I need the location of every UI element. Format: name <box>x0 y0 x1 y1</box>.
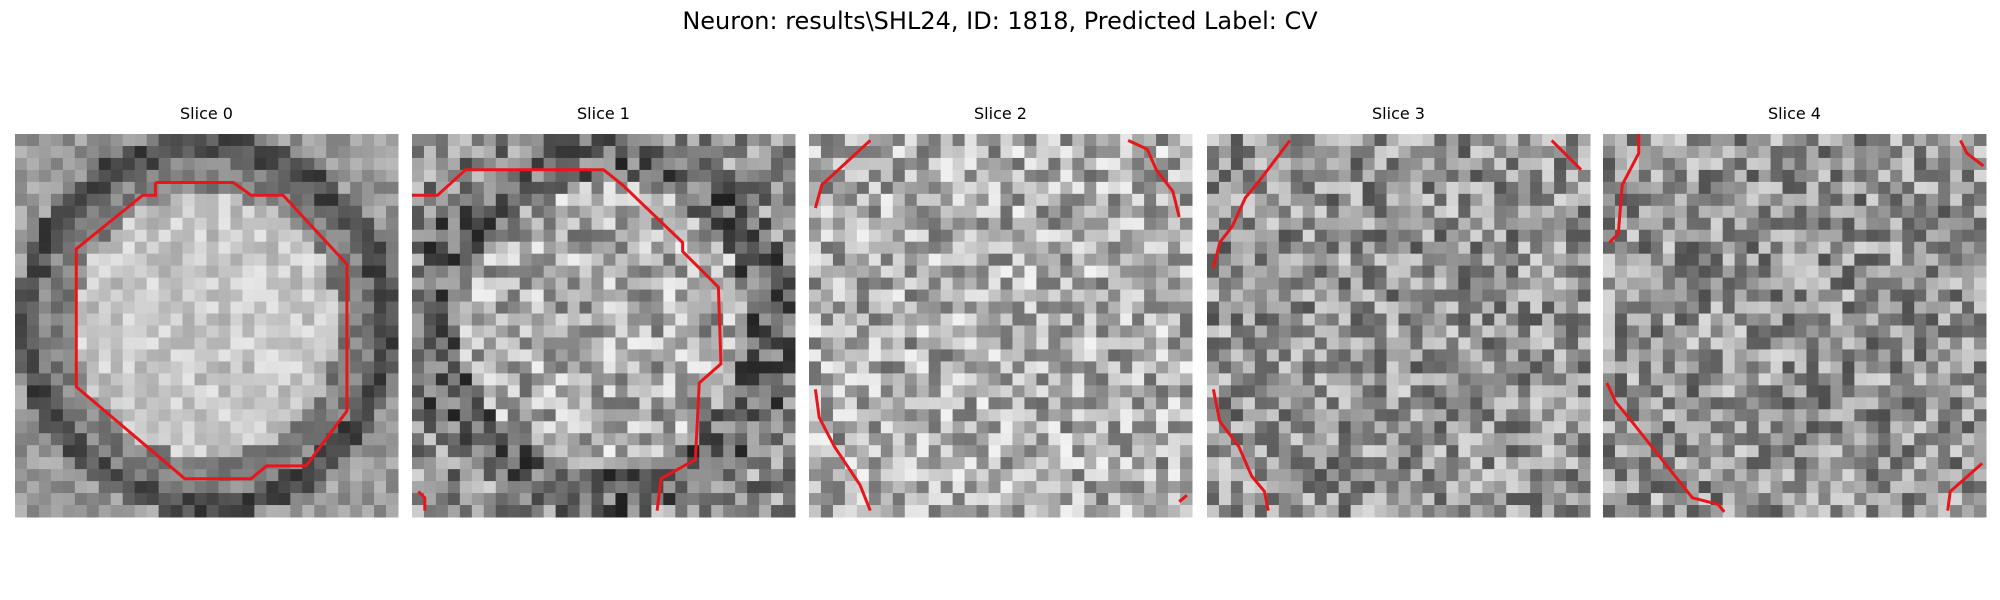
image-panel <box>15 134 399 518</box>
panel-title: Slice 3 <box>1372 104 1425 123</box>
panel-title: Slice 0 <box>180 104 233 123</box>
contour <box>412 168 723 511</box>
contour <box>1178 494 1188 503</box>
contour <box>813 389 872 512</box>
contour <box>813 139 872 209</box>
image-panel <box>809 134 1193 518</box>
panel-title: Slice 4 <box>1768 104 1821 123</box>
contour <box>1550 139 1583 171</box>
panel-title: Slice 1 <box>577 104 630 123</box>
contour <box>1211 139 1292 269</box>
contour <box>1608 134 1641 244</box>
contour <box>74 181 349 481</box>
panel-title: Slice 2 <box>974 104 1027 123</box>
contour <box>1946 462 1984 511</box>
image-panel <box>412 134 796 518</box>
contour <box>1127 139 1181 218</box>
contour <box>1959 139 1985 168</box>
contour <box>1605 382 1726 513</box>
figure-title: Neuron: results\SHL24, ID: 1818, Predict… <box>682 7 1318 35</box>
contour <box>1211 389 1270 511</box>
image-panel <box>1207 134 1591 518</box>
contour <box>417 490 427 511</box>
